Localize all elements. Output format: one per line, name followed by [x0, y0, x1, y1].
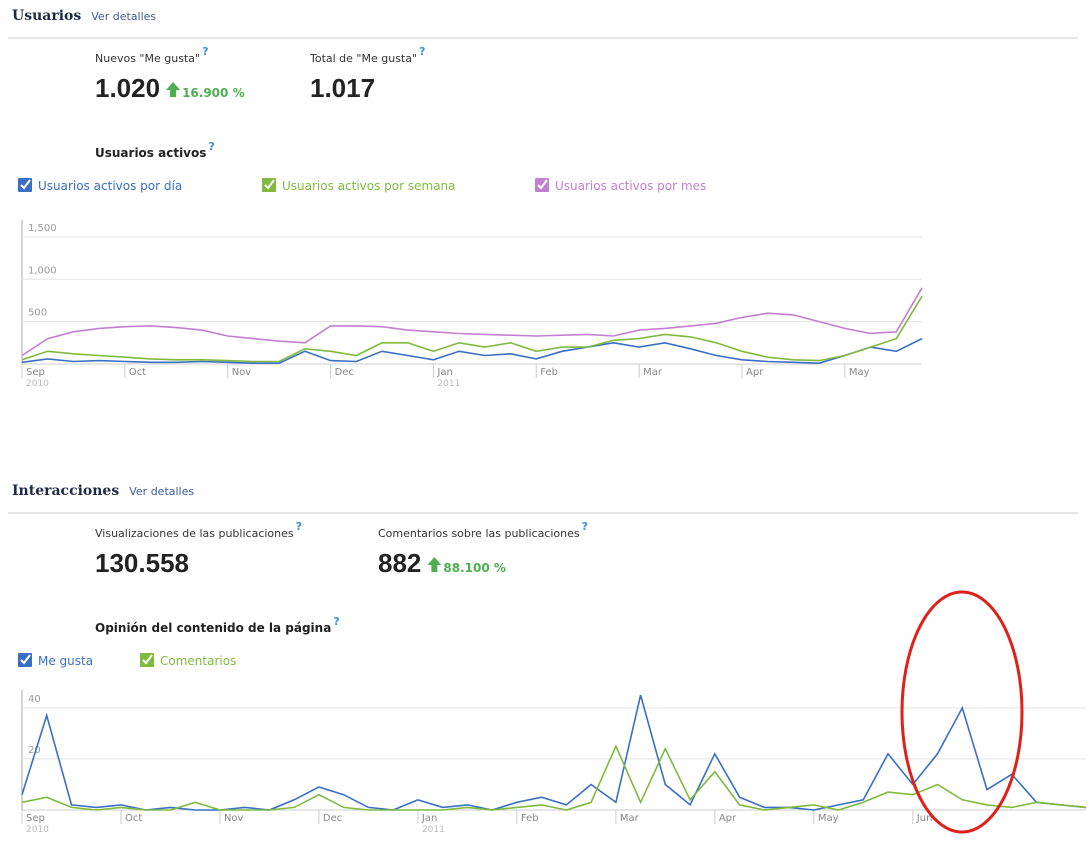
help-mark[interactable]: ?: [333, 615, 339, 628]
metric-label: Visualizaciones de las publicaciones: [95, 527, 294, 540]
section-title: Usuarios: [12, 8, 81, 24]
x-year-label: 2010: [26, 825, 49, 835]
help-mark[interactable]: ?: [202, 45, 208, 58]
metric-label: Nuevos "Me gusta": [95, 52, 200, 65]
chart-title: Opinión del contenido de la página: [95, 621, 331, 635]
metric-value: 1.017: [310, 73, 375, 103]
metric-change: 16.900 %: [182, 86, 245, 100]
up-arrow: [166, 82, 180, 97]
legend-label[interactable]: Comentarios: [160, 654, 236, 668]
series-line: [22, 296, 922, 361]
help-mark[interactable]: ?: [419, 45, 425, 58]
x-tick-label: Sep: [26, 367, 45, 378]
metric-value: 882: [378, 548, 421, 578]
x-tick-label: Oct: [125, 813, 142, 824]
x-tick-label: Mar: [620, 813, 640, 824]
help-mark[interactable]: ?: [582, 520, 588, 533]
section-title: Interacciones: [12, 483, 119, 499]
legend-label[interactable]: Me gusta: [38, 654, 93, 668]
series-line: [22, 695, 1086, 810]
x-tick-label: May: [818, 813, 839, 824]
up-arrow: [427, 557, 441, 572]
x-tick-label: Oct: [129, 367, 146, 378]
x-tick-label: Feb: [521, 813, 539, 824]
metric-value: 1.020: [95, 73, 160, 103]
x-tick-label: Apr: [719, 813, 737, 824]
legend-label[interactable]: Usuarios activos por mes: [555, 179, 706, 193]
metric-label: Total de "Me gusta": [309, 52, 417, 65]
x-tick-label: Mar: [643, 367, 663, 378]
metric-change: 88.100 %: [443, 561, 506, 575]
metric-value: 130.558: [95, 548, 189, 578]
x-tick-label: Feb: [540, 367, 558, 378]
x-tick-label: Apr: [746, 367, 764, 378]
insights-page: Usuarios Ver detalles Nuevos "Me gusta"? 1.…: [0, 0, 1091, 863]
x-tick-label: Sep: [26, 813, 45, 824]
x-tick-label: Nov: [232, 367, 252, 378]
x-tick-label: Jan: [421, 813, 437, 824]
x-tick-label: Jan: [436, 367, 452, 378]
metric-label: Comentarios sobre las publicaciones: [378, 527, 580, 540]
x-year-label: 2010: [26, 379, 49, 389]
y-tick-label: 1,000: [28, 265, 57, 276]
legend-label[interactable]: Usuarios activos por semana: [282, 179, 456, 193]
x-tick-label: Dec: [335, 367, 354, 378]
x-tick-label: Dec: [323, 813, 342, 824]
x-year-label: 2011: [437, 379, 460, 389]
details-link[interactable]: Ver detalles: [91, 10, 156, 23]
details-link[interactable]: Ver detalles: [129, 485, 194, 498]
legend-label[interactable]: Usuarios activos por día: [38, 179, 182, 193]
y-tick-label: 40: [28, 694, 41, 705]
highlight-ellipse: [902, 592, 1022, 832]
y-tick-label: 1,500: [28, 223, 57, 234]
x-tick-label: May: [849, 367, 870, 378]
y-tick-label: 500: [28, 308, 47, 319]
x-year-label: 2011: [422, 825, 445, 835]
help-mark[interactable]: ?: [296, 520, 302, 533]
x-tick-label: Nov: [224, 813, 244, 824]
chart-title: Usuarios activos: [95, 146, 206, 160]
help-mark[interactable]: ?: [208, 140, 214, 153]
